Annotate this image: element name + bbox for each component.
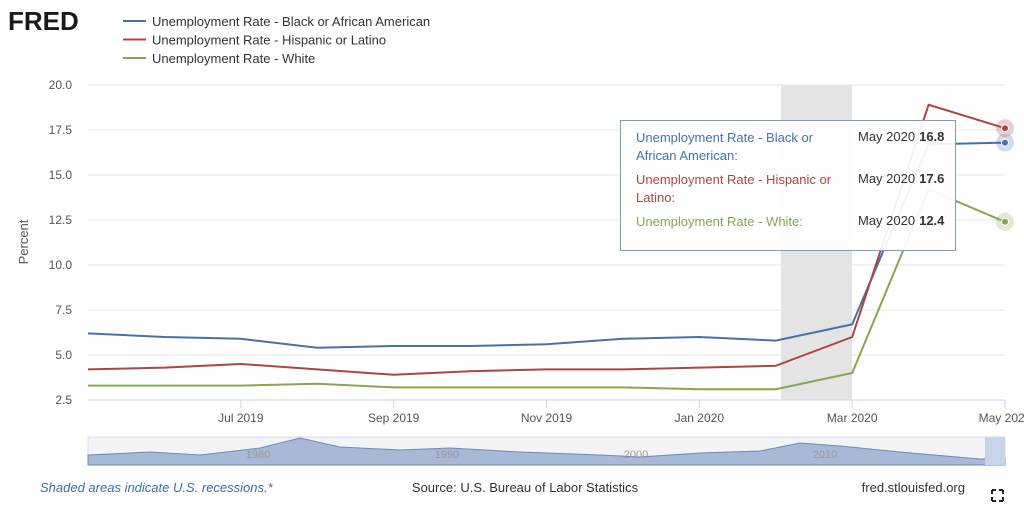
y-tick-label: 5.0 (55, 348, 72, 362)
tooltip: Unemployment Rate - Black or African Ame… (620, 120, 956, 251)
hover-point (1001, 124, 1009, 133)
x-tick-label: Jul 2019 (218, 411, 264, 425)
y-tick-label: 10.0 (49, 258, 73, 272)
tooltip-date: May 2020 12.4 (858, 213, 945, 228)
tooltip-value: 12.4 (919, 213, 945, 228)
tooltip-date: May 2020 17.6 (858, 171, 945, 186)
y-axis-label: Percent (16, 219, 31, 264)
series-line (88, 188, 1006, 391)
y-tick-label: 12.5 (49, 213, 73, 227)
x-tick-label: Jan 2020 (675, 411, 725, 425)
hover-point (1001, 138, 1009, 147)
tooltip-row: Unemployment Rate - Hispanic or Latino: M… (636, 171, 955, 213)
tooltip-row: Unemployment Rate - Black or African Ame… (636, 129, 955, 171)
series-line (87, 141, 1006, 349)
x-tick-label: Sep 2019 (368, 411, 420, 425)
tooltip-label: Unemployment Rate - Hispanic or Latino: (636, 172, 832, 205)
site: fred.stlouisfed.org (862, 480, 965, 495)
x-tick-label: Mar 2020 (827, 411, 878, 425)
navigator-label: 1990 (435, 449, 459, 461)
tooltip-label: Unemployment Rate - White: (636, 214, 803, 229)
x-tick-label: May 2020 (979, 411, 1024, 425)
series-line (87, 103, 1006, 376)
navigator-label: 2000 (624, 449, 648, 461)
tooltip-label: Unemployment Rate - Black or African Ame… (636, 130, 814, 163)
fullscreen-icon[interactable] (991, 489, 1004, 502)
navigator-label: 1980 (246, 449, 270, 461)
navigator-window[interactable] (985, 437, 1005, 465)
tooltip-value: 17.6 (919, 171, 945, 186)
legend-label: Unemployment Rate - Black or African Ame… (152, 14, 430, 29)
legend-label: Unemployment Rate - White (152, 51, 315, 66)
tooltip-value: 16.8 (919, 129, 945, 144)
navigator-label: 2010 (813, 449, 837, 461)
y-tick-label: 17.5 (49, 123, 73, 137)
hover-point (1001, 217, 1009, 226)
y-tick-label: 2.5 (55, 393, 72, 407)
legend-label: Unemployment Rate - Hispanic or Latino (152, 33, 386, 48)
tooltip-row: Unemployment Rate - White: May 2020 12.4 (636, 213, 955, 233)
y-tick-label: 15.0 (49, 168, 73, 182)
logo: FRED (8, 6, 79, 36)
recession-note: Shaded areas indicate U.S. recessions.* (40, 480, 274, 495)
y-tick-label: 7.5 (55, 303, 72, 317)
y-tick-label: 20.0 (49, 78, 73, 92)
x-tick-label: Nov 2019 (521, 411, 573, 425)
source: Source: U.S. Bureau of Labor Statistics (412, 480, 639, 495)
tooltip-date: May 2020 16.8 (858, 129, 945, 144)
